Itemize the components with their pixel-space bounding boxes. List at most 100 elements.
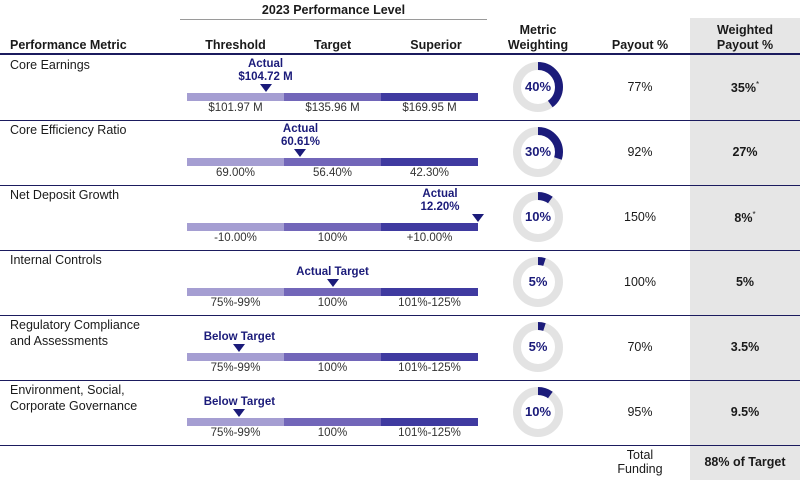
threshold-value: $101.97 M <box>208 102 263 114</box>
performance-bar <box>187 353 478 361</box>
header-metric-weighting: Metric Weighting <box>507 23 569 52</box>
target-value: 100% <box>317 232 348 244</box>
superior-segment <box>381 223 478 231</box>
performance-bar <box>187 288 478 296</box>
superior-value: 101%-125% <box>398 427 461 439</box>
threshold-value: -10.00% <box>214 232 257 244</box>
threshold-segment <box>187 223 284 231</box>
weighted-payout-value: 9.5% <box>690 405 800 419</box>
actual-marker-label: Actual $104.72 M <box>238 58 293 83</box>
superior-value: 101%-125% <box>398 362 461 374</box>
donut-weight-arc <box>513 257 563 307</box>
metric-weighting-donut: 40% <box>511 60 565 114</box>
actual-marker-label: Below Target <box>203 331 276 343</box>
metric-name: Environment, Social, Corporate Governanc… <box>10 383 138 413</box>
weighted-payout-value: 5% <box>690 275 800 289</box>
performance-bar <box>187 223 478 231</box>
weighting-value: 10% <box>524 404 552 419</box>
weighting-value: 40% <box>524 79 552 94</box>
target-value: 100% <box>317 427 348 439</box>
weighted-payout-value: 35%* <box>690 80 800 95</box>
threshold-value: 75%-99% <box>210 362 261 374</box>
actual-marker-label: Actual 12.20% <box>420 188 460 213</box>
performance-bar <box>187 93 478 101</box>
row-divider <box>0 185 800 186</box>
weighting-value: 10% <box>524 209 552 224</box>
actual-marker-triangle-icon <box>472 214 484 222</box>
total-funding-value: 88% of Target <box>704 455 786 469</box>
actual-marker-label: Below Target <box>203 396 276 408</box>
target-value: 100% <box>317 362 348 374</box>
footnote-marker: * <box>755 80 760 89</box>
actual-marker-triangle-icon <box>259 84 272 92</box>
performance-level-title: 2023 Performance Level <box>261 3 406 17</box>
row-divider <box>0 120 800 121</box>
target-segment <box>284 93 381 101</box>
payout-value: 70% <box>627 340 653 354</box>
superior-segment <box>381 288 478 296</box>
payout-value: 77% <box>627 80 653 94</box>
superior-segment <box>381 353 478 361</box>
donut-weight-arc <box>513 387 563 437</box>
performance-bar <box>187 418 478 426</box>
superior-value: +10.00% <box>406 232 453 244</box>
row-divider <box>0 380 800 381</box>
target-value: $135.96 M <box>305 102 360 114</box>
header-threshold: Threshold <box>205 38 266 52</box>
target-value: 100% <box>317 297 348 309</box>
header-rule <box>0 53 800 55</box>
target-segment <box>284 418 381 426</box>
donut-weight-arc <box>513 62 563 112</box>
total-funding-label: Total Funding <box>617 448 663 476</box>
weighted-payout-column-shade <box>690 18 800 480</box>
target-segment <box>284 223 381 231</box>
footnote-marker: * <box>752 210 756 219</box>
metric-name: Internal Controls <box>10 253 102 267</box>
target-segment <box>284 158 381 166</box>
superior-segment <box>381 93 478 101</box>
row-divider <box>0 445 800 446</box>
threshold-segment <box>187 158 284 166</box>
actual-marker-triangle-icon <box>326 279 339 287</box>
header-performance-metric: Performance Metric <box>10 38 127 52</box>
superior-value: 101%-125% <box>398 297 461 309</box>
weighting-value: 5% <box>528 339 548 354</box>
threshold-segment <box>187 353 284 361</box>
weighted-payout-text: 5% <box>735 275 755 289</box>
metric-weighting-donut: 30% <box>511 125 565 179</box>
actual-marker-triangle-icon <box>233 409 246 417</box>
header-weighted-payout: Weighted Payout % <box>716 23 774 52</box>
payout-value: 150% <box>624 210 656 224</box>
metric-weighting-donut: 10% <box>511 385 565 439</box>
threshold-value: 69.00% <box>215 167 255 179</box>
metric-name: Net Deposit Growth <box>10 188 120 202</box>
target-segment <box>284 353 381 361</box>
metric-weighting-donut: 5% <box>511 255 565 309</box>
threshold-segment <box>187 418 284 426</box>
actual-marker-triangle-icon <box>233 344 246 352</box>
donut-weight-arc <box>513 127 563 177</box>
weighting-value: 5% <box>528 274 548 289</box>
threshold-segment <box>187 93 284 101</box>
payout-value: 92% <box>627 145 653 159</box>
superior-value: 42.30% <box>409 167 449 179</box>
row-divider <box>0 315 800 316</box>
weighted-payout-text: 27% <box>732 145 758 159</box>
superior-value: $169.95 M <box>402 102 457 114</box>
weighted-payout-text: 3.5% <box>730 340 760 354</box>
weighting-value: 30% <box>524 144 552 159</box>
weighted-payout-text: 9.5% <box>730 405 760 419</box>
superior-segment <box>381 158 478 166</box>
donut-weight-arc <box>513 322 563 372</box>
actual-marker-triangle-icon <box>294 149 307 157</box>
superior-segment <box>381 418 478 426</box>
payout-value: 100% <box>624 275 656 289</box>
performance-level-rule <box>180 19 487 20</box>
metric-name: Core Efficiency Ratio <box>10 123 127 137</box>
threshold-segment <box>187 288 284 296</box>
header-payout: Payout % <box>611 38 669 52</box>
row-divider <box>0 250 800 251</box>
header-target: Target <box>313 38 352 52</box>
weighted-payout-text: 8% <box>734 211 753 226</box>
target-segment <box>284 288 381 296</box>
